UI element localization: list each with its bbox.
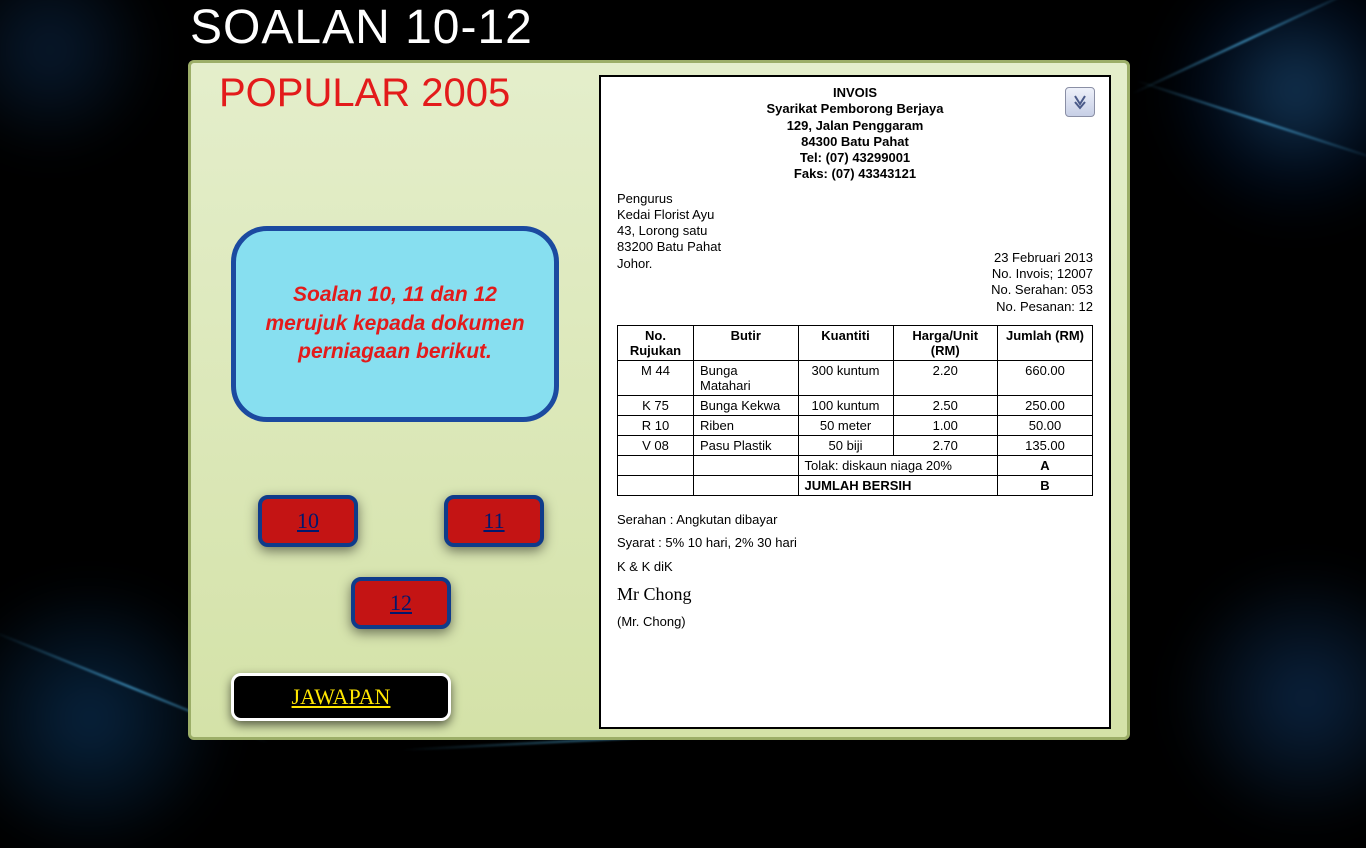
invoice-header: INVOIS Syarikat Pemborong Berjaya 129, J… [617,85,1093,183]
slide-title: SOALAN 10-12 [190,0,533,55]
cell-qty: 50 biji [798,435,893,455]
instruction-text: Soalan 10, 11 dan 12 merujuk kepada doku… [254,281,536,366]
cell-price: 2.20 [893,360,998,395]
invoice-fax: Faks: (07) 43343121 [617,166,1093,182]
th-total: Jumlah (RM) [998,325,1093,360]
cell-qty: 300 kuntum [798,360,893,395]
cell-item: Bunga Matahari [694,360,799,395]
table-net-row: JUMLAH BERSIH B [618,475,1093,495]
cell-ref: M 44 [618,360,694,395]
question-button-10[interactable]: 10 [258,495,358,547]
table-row: R 10Riben50 meter1.0050.00 [618,415,1093,435]
cell-qty: 50 meter [798,415,893,435]
net-label: JUMLAH BERSIH [798,475,998,495]
cell-price: 1.00 [893,415,998,435]
cell-item: Pasu Plastik [694,435,799,455]
invoice-footer: Serahan : Angkutan dibayar Syarat : 5% 1… [617,508,1093,634]
cell-total: 50.00 [998,415,1093,435]
foot-kk: K & K diK [617,555,1093,578]
addressee-line: Kedai Florist Ayu [617,207,1093,223]
order-number: No. Pesanan: 12 [617,299,1093,315]
table-discount-row: Tolak: diskaun niaga 20% A [618,455,1093,475]
invoice-addr1: 129, Jalan Penggaram [617,118,1093,134]
invoice-meta: 23 Februari 2013 No. Invois; 12007 No. S… [617,250,1093,315]
invoice-document: INVOIS Syarikat Pemborong Berjaya 129, J… [599,75,1111,729]
question-button-11[interactable]: 11 [444,495,544,547]
discount-value: A [998,455,1093,475]
cell-item: Riben [694,415,799,435]
question-buttons-group: 10 11 12 [251,495,551,629]
addressee-line: 43, Lorong satu [617,223,1093,239]
signatory-name: (Mr. Chong) [617,610,1093,633]
bg-flare-tr [1166,0,1366,220]
light-line [1131,0,1358,95]
invoice-company: Syarikat Pemborong Berjaya [617,101,1093,117]
question-button-label: 10 [297,508,319,534]
th-item: Butir [694,325,799,360]
foot-delivery: Serahan : Angkutan dibayar [617,508,1093,531]
table-row: K 75Bunga Kekwa100 kuntum2.50250.00 [618,395,1093,415]
cell-total: 135.00 [998,435,1093,455]
question-button-label: 12 [390,590,412,616]
discount-label: Tolak: diskaun niaga 20% [798,455,998,475]
invoice-tel: Tel: (07) 43299001 [617,150,1093,166]
subtitle: POPULAR 2005 [219,71,510,116]
delivery-number: No. Serahan: 053 [617,282,1093,298]
cell-ref: V 08 [618,435,694,455]
th-qty: Kuantiti [798,325,893,360]
invoice-table: No. Rujukan Butir Kuantiti Harga/Unit (R… [617,325,1093,496]
invoice-number: No. Invois; 12007 [617,266,1093,282]
bg-flare-tl [0,0,160,160]
answer-button[interactable]: JAWAPAN [231,673,451,721]
signature: Mr Chong [617,578,1093,610]
table-header-row: No. Rujukan Butir Kuantiti Harga/Unit (R… [618,325,1093,360]
th-ref: No. Rujukan [618,325,694,360]
th-price: Harga/Unit (RM) [893,325,998,360]
addressee-line: Pengurus [617,191,1093,207]
content-panel: POPULAR 2005 Soalan 10, 11 dan 12 meruju… [188,60,1130,740]
cell-price: 2.50 [893,395,998,415]
cell-total: 250.00 [998,395,1093,415]
cell-total: 660.00 [998,360,1093,395]
light-line [1136,80,1366,162]
cell-ref: R 10 [618,415,694,435]
foot-terms: Syarat : 5% 10 hari, 2% 30 hari [617,531,1093,554]
net-value: B [998,475,1093,495]
document-icon[interactable] [1065,87,1095,117]
cell-ref: K 75 [618,395,694,415]
cell-price: 2.70 [893,435,998,455]
question-button-12[interactable]: 12 [351,577,451,629]
instruction-box: Soalan 10, 11 dan 12 merujuk kepada doku… [231,226,559,422]
table-row: V 08Pasu Plastik50 biji2.70135.00 [618,435,1093,455]
table-row: M 44Bunga Matahari300 kuntum2.20660.00 [618,360,1093,395]
answer-button-label: JAWAPAN [292,684,391,710]
invoice-addr2: 84300 Batu Pahat [617,134,1093,150]
invoice-title: INVOIS [617,85,1093,101]
cell-qty: 100 kuntum [798,395,893,415]
cell-item: Bunga Kekwa [694,395,799,415]
question-button-label: 11 [483,508,504,534]
bg-flare-br [1166,568,1366,828]
